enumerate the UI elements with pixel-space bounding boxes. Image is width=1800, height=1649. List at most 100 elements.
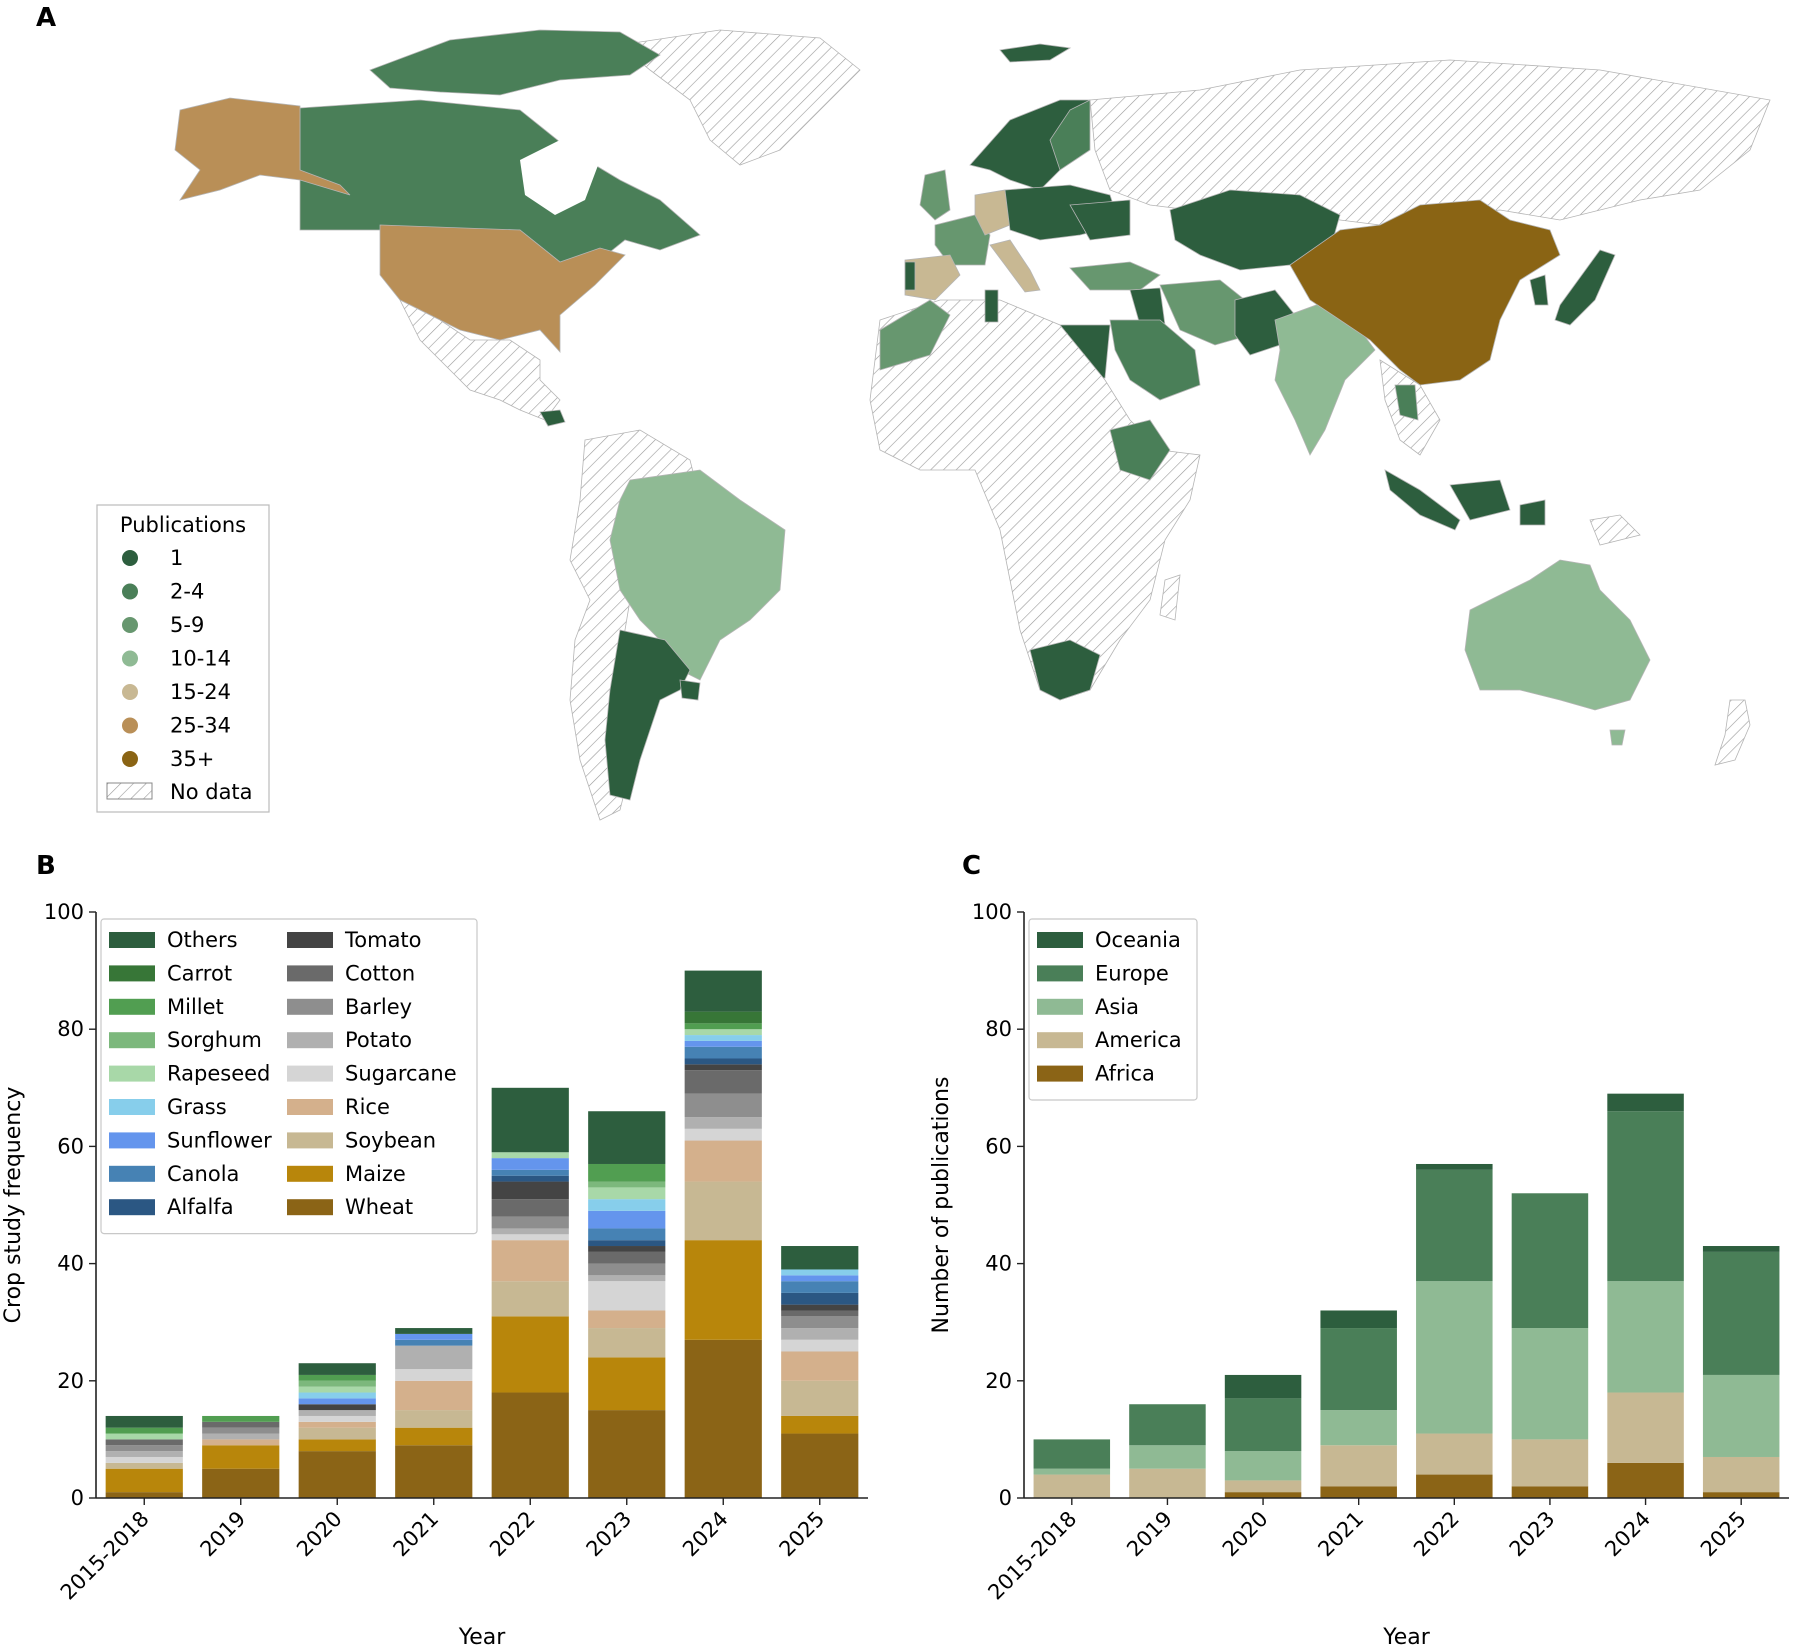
bar-segment — [202, 1415, 280, 1422]
bar-segment — [298, 1421, 376, 1428]
map-mexico — [399, 299, 561, 421]
map-turkey — [1069, 261, 1161, 291]
bar-segment — [781, 1275, 859, 1282]
bar-segment — [781, 1281, 859, 1293]
map-legend-label: 10-14 — [170, 647, 231, 671]
bar-segment — [588, 1163, 666, 1182]
map-japan — [1554, 249, 1616, 326]
legend-swatch — [109, 1165, 155, 1182]
panel-label-b: B — [36, 851, 56, 881]
map-indonesia — [1384, 469, 1546, 531]
bar-segment — [202, 1439, 280, 1446]
panel-label-c: C — [962, 851, 981, 881]
y-tick-label: 100 — [44, 900, 84, 924]
chart-publications-by-region: 0 20 40 60 80 100 2015-2018 2019 2020 2021 2022 202… — [929, 900, 1789, 1649]
bar-segment — [298, 1386, 376, 1393]
legend-label: Asia — [1095, 995, 1139, 1019]
bar-segment — [491, 1087, 569, 1153]
bar-segment — [202, 1433, 280, 1440]
map-australia — [1464, 559, 1651, 711]
bar-segment — [588, 1357, 666, 1411]
bar-segment — [105, 1456, 183, 1463]
x-tick-label: 2021 — [389, 1507, 444, 1562]
bar-segment — [395, 1380, 473, 1411]
bar-segment — [395, 1345, 473, 1370]
map-alaska — [174, 97, 351, 201]
bar-segment — [684, 1046, 762, 1059]
map-portugal — [904, 261, 916, 291]
bar-segment — [1416, 1163, 1493, 1170]
bar-segment — [781, 1380, 859, 1416]
bar-segment — [491, 1240, 569, 1282]
map-iraq-syria — [1129, 287, 1166, 326]
bar-segment — [588, 1328, 666, 1358]
bar-segment — [395, 1328, 473, 1334]
legend-label: Oceania — [1095, 928, 1181, 952]
bar-segment — [491, 1234, 569, 1241]
x-tick-label: 2023 — [1505, 1507, 1560, 1562]
bar-segment — [1224, 1480, 1302, 1493]
legend-swatch — [287, 965, 333, 982]
bar-segment — [588, 1246, 666, 1252]
bar-segment — [684, 1117, 762, 1129]
bar-segment — [298, 1415, 376, 1422]
bar-segment — [684, 1023, 762, 1030]
bar-segment — [395, 1333, 473, 1340]
bar-segment — [298, 1392, 376, 1399]
bar-segment — [202, 1427, 280, 1434]
bar-segment — [781, 1351, 859, 1381]
bar-segment — [1033, 1439, 1111, 1469]
bar-segment — [491, 1175, 569, 1182]
y-tick-label: 60 — [57, 1134, 84, 1158]
x-tick-label: 2015-2018 — [983, 1507, 1081, 1605]
bar-segment — [1416, 1281, 1493, 1434]
chart-b-legend: Others Carrot Millet Sorghum Rapeseed Grass Su… — [100, 918, 478, 1235]
map-russia — [1089, 59, 1771, 226]
bar-segment — [1224, 1492, 1302, 1498]
legend-label: Others — [167, 928, 238, 952]
bar-segment — [105, 1492, 183, 1498]
bar-segment — [1702, 1251, 1780, 1375]
chart-c-x-axis-label: Year — [1382, 1625, 1431, 1649]
x-tick-label: 2019 — [196, 1507, 251, 1562]
legend-label: Africa — [1095, 1062, 1155, 1086]
bar-segment — [491, 1199, 569, 1217]
bar-segment — [684, 1011, 762, 1024]
bar-segment — [781, 1339, 859, 1352]
bar-segment — [781, 1316, 859, 1329]
bar-segment — [1511, 1328, 1589, 1440]
bar-segment — [588, 1275, 666, 1282]
map-south-africa — [1029, 639, 1101, 701]
x-tick-label: 2021 — [1313, 1507, 1368, 1562]
map-legend-items: 1 2-4 5-9 10-14 15-24 25-34 35+ — [122, 546, 231, 771]
bar-segment — [491, 1158, 569, 1170]
map-saudi — [1109, 319, 1201, 401]
bar-segment — [202, 1421, 280, 1428]
map-morocco-algeria — [879, 299, 951, 371]
bar-segment — [1129, 1445, 1206, 1469]
x-tick-label: 2023 — [582, 1507, 637, 1562]
bar-segment — [588, 1251, 666, 1264]
bar-segment — [588, 1187, 666, 1200]
map-madagascar — [1159, 574, 1181, 621]
legend-label: Millet — [167, 995, 224, 1019]
legend-label: Sorghum — [167, 1028, 262, 1052]
x-tick-label: 2020 — [292, 1507, 347, 1562]
bar-segment — [781, 1246, 859, 1270]
map-legend-marker — [122, 650, 138, 667]
bar-segment — [684, 1240, 762, 1340]
bar-segment — [395, 1445, 473, 1498]
legend-label: Sunflower — [167, 1128, 272, 1152]
bar-segment — [1033, 1474, 1111, 1498]
bar-segment — [684, 1339, 762, 1498]
x-tick-label: 2019 — [1122, 1507, 1177, 1562]
bar-segment — [684, 1181, 762, 1241]
chart-c-legend: Oceania Europe Asia America Africa — [1028, 918, 1198, 1101]
legend-swatch — [1037, 965, 1083, 982]
legend-label: Barley — [345, 995, 412, 1019]
bar-segment — [105, 1427, 183, 1434]
bar-segment — [1702, 1456, 1780, 1493]
chart-b-bars — [105, 970, 859, 1498]
legend-swatch — [1037, 998, 1083, 1015]
bar-segment — [1607, 1462, 1684, 1498]
